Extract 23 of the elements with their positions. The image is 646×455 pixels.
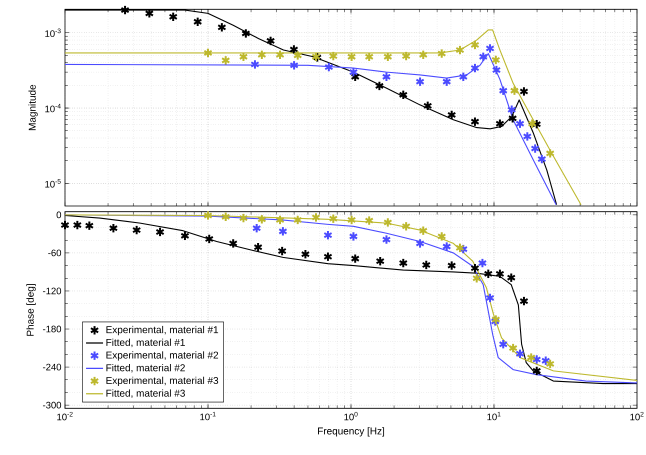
legend-label: Experimental, material #2 bbox=[106, 351, 218, 361]
x-tick-label: 10$^{0}$ bbox=[344, 412, 358, 420]
y-tick-label: 0 bbox=[56, 212, 62, 218]
legend-label: Fitted, material #1 bbox=[106, 338, 185, 348]
y-tick-label: 10$^{-5}$ bbox=[45, 179, 61, 188]
y-tick-label: -120 bbox=[42, 288, 62, 294]
y-tick-label: -180 bbox=[42, 326, 62, 332]
x-axis-title: Frequency [Hz] bbox=[318, 427, 384, 436]
y-tick-label: -60 bbox=[48, 250, 62, 256]
x-tick-label: 10$^{2}$ bbox=[630, 412, 644, 420]
legend-label: Fitted, material #3 bbox=[106, 389, 185, 398]
legend-label: Experimental, material #1 bbox=[106, 326, 218, 336]
y-axis-title: Phase [deg] bbox=[26, 284, 36, 336]
y-tick-label: -240 bbox=[42, 364, 62, 370]
y-tick-label: 10$^{-4}$ bbox=[45, 104, 61, 112]
legend-label: Experimental, material #3 bbox=[106, 376, 218, 386]
y-tick-label: 10$^{-3}$ bbox=[45, 28, 61, 38]
x-tick-label: 10$^{-1}$ bbox=[200, 412, 216, 420]
x-tick-label: 10$^{-2}$ bbox=[57, 412, 73, 420]
x-tick-label: 10$^{1}$ bbox=[487, 412, 501, 420]
y-tick-label: -300 bbox=[42, 402, 62, 408]
y-axis-title: Magnitude bbox=[28, 84, 38, 130]
legend-label: Fitted, material #2 bbox=[106, 364, 185, 373]
